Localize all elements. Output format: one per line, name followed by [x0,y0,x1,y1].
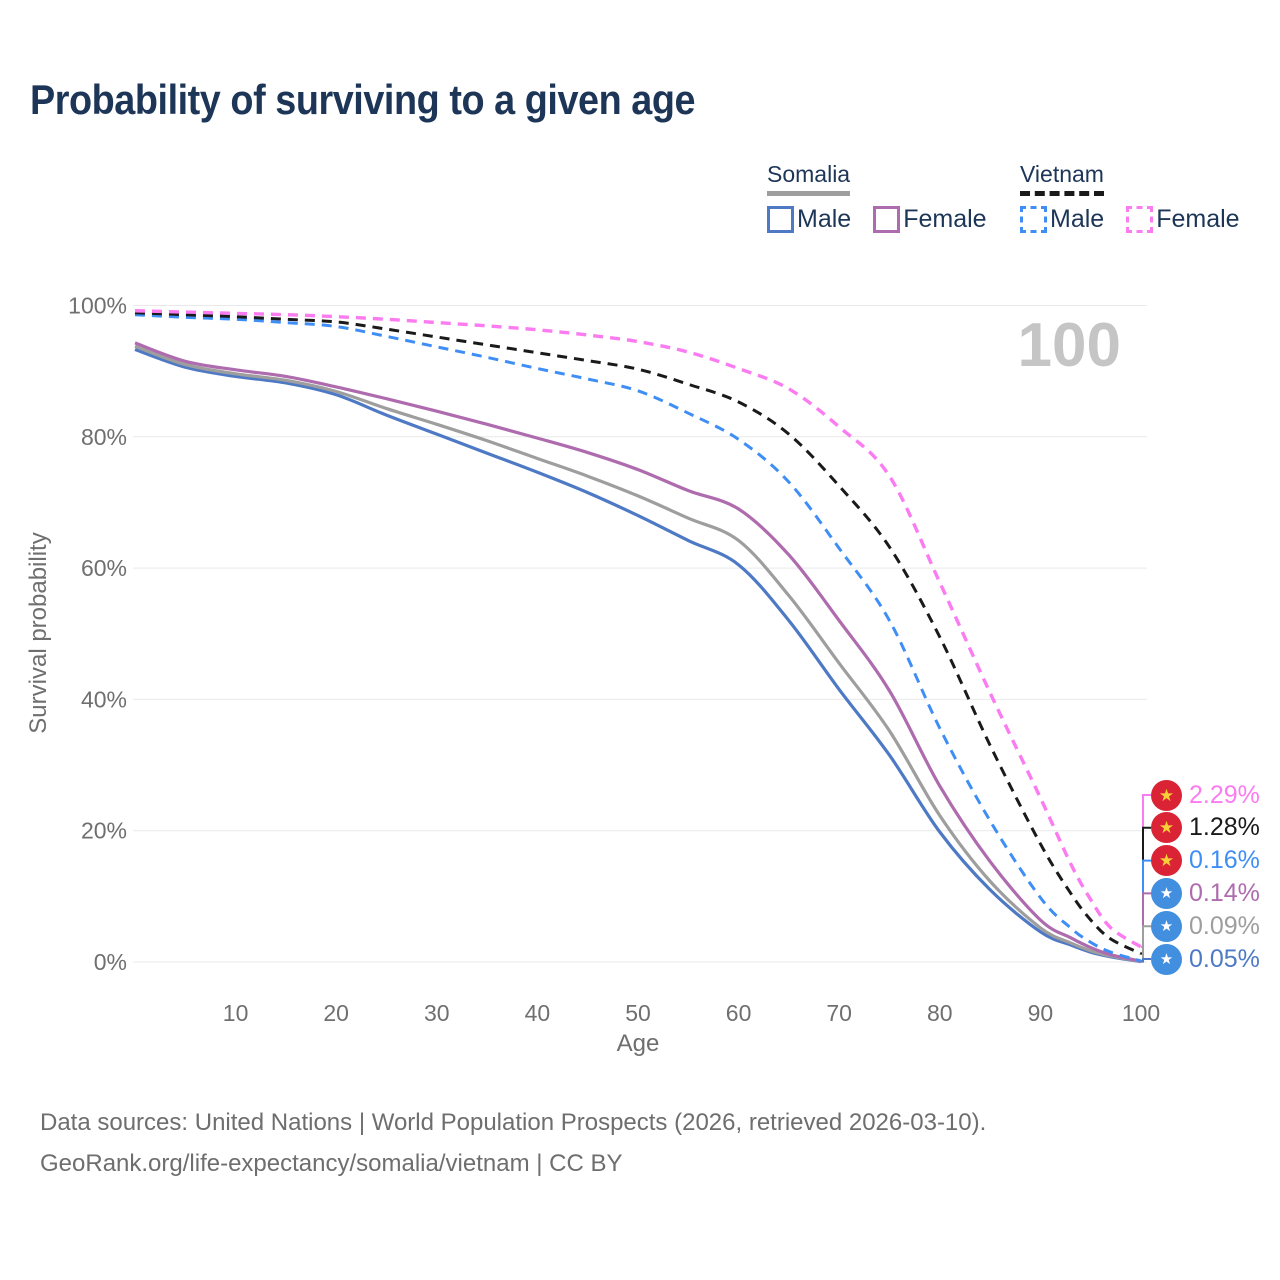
legend-group-vietnam: Vietnam Male Female [1020,161,1240,234]
x-tick-label-80: 80 [927,1000,953,1026]
y-tick-label-80: 80% [81,424,127,450]
end-label-row-vietnam-male: ★ 0.16% [1151,845,1260,877]
legend-country-vietnam[interactable]: Vietnam [1020,161,1104,196]
y-axis-title: Survival probability [25,532,52,733]
legend-item-vietnam-male[interactable]: Male [1020,205,1104,234]
end-label-leader-lines [1141,794,1151,963]
curve-vietnam-male[interactable] [134,313,1142,963]
vietnam-flag-icon: ★ [1151,812,1182,844]
end-label-row-somalia-female: ★ 0.14% [1151,877,1260,909]
end-value-label: 0.14% [1189,878,1260,907]
legend-country-somalia[interactable]: Somalia [767,161,851,196]
end-value-label: 0.05% [1189,944,1260,973]
somalia-female-swatch-icon[interactable] [873,206,901,233]
x-axis-title: Age [617,1030,660,1057]
legend-row-somalia: Male Female [767,205,987,234]
curve-somalia-female[interactable] [134,341,1142,963]
x-tick-label-90: 90 [1028,1000,1054,1026]
vietnam-male-swatch-icon[interactable] [1020,206,1047,233]
legend-item-somalia-male[interactable]: Male [767,205,851,234]
y-tick-label-100: 100% [68,293,127,319]
legend-label-somalia-male: Male [797,205,852,233]
legend-item-vietnam-female[interactable]: Female [1126,205,1240,234]
vietnam-female-swatch-icon[interactable] [1126,206,1154,233]
x-tick-label-50: 50 [625,1000,651,1026]
age-counter-watermark: 100 [1018,311,1121,380]
end-value-label: 0.16% [1189,846,1260,875]
y-tick-label-60: 60% [81,555,127,581]
y-tick-label-40: 40% [81,686,127,712]
legend-item-somalia-female[interactable]: Female [873,205,987,234]
legend-label-vietnam-male: Male [1050,205,1105,233]
star-icon: ★ [1158,818,1175,838]
gridlines [133,305,1147,963]
x-tick-label-10: 10 [223,1000,249,1026]
legend-country-label: Vietnam [1020,161,1104,187]
curve-somalia-male[interactable] [134,347,1142,964]
survival-curves [134,309,1142,964]
somalia-flag-icon: ★ [1151,943,1182,975]
end-label-row-somalia-male: ★ 0.05% [1151,943,1260,975]
curve-vietnam-both[interactable] [134,311,1142,955]
page-title: Probability of surviving to a given age [30,76,696,123]
end-label-row-somalia-both: ★ 0.09% [1151,910,1260,942]
leader-line-somalia-both [1141,925,1151,963]
somalia-flag-icon: ★ [1151,877,1182,909]
y-tick-label-20: 20% [81,818,127,844]
footer: Data sources: United Nations | World Pop… [40,1102,986,1184]
vietnam-flag-icon: ★ [1151,779,1182,811]
axis-ticks: 0% 20% 40% 60% 80% 100% 10 20 30 40 50 60 70 80 90 100 [68,293,1160,1027]
end-label-row-vietnam-both: ★ 1.28% [1151,812,1260,844]
end-value-label: 2.29% [1189,780,1260,809]
end-label-row-vietnam-female: ★ 2.29% [1151,779,1260,811]
star-icon: ★ [1158,785,1175,805]
star-icon: ★ [1159,917,1174,935]
somalia-flag-icon: ★ [1151,910,1182,942]
legend-row-vietnam: Male Female [1020,205,1240,234]
curve-vietnam-female[interactable] [134,309,1142,949]
footer-data-sources: Data sources: United Nations | World Pop… [40,1109,987,1136]
footer-attribution: GeoRank.org/life-expectancy/somalia/viet… [40,1150,623,1177]
end-value-label: 0.09% [1189,911,1260,940]
x-tick-label-40: 40 [525,1000,551,1026]
end-value-label: 1.28% [1189,813,1260,842]
x-tick-label-20: 20 [323,1000,349,1026]
star-icon: ★ [1159,884,1174,902]
star-icon: ★ [1158,851,1175,871]
legend-label-somalia-female: Female [903,205,987,233]
star-icon: ★ [1159,950,1174,968]
curve-somalia-both[interactable] [134,344,1142,963]
legend-group-somalia: Somalia Male Female [767,161,987,234]
legend-label-vietnam-female: Female [1156,205,1240,233]
x-tick-label-70: 70 [826,1000,852,1026]
vietnam-flag-icon: ★ [1151,845,1182,877]
x-tick-label-100: 100 [1122,1000,1160,1026]
legend-country-label: Somalia [767,161,851,187]
y-tick-label-0: 0% [94,949,127,975]
somalia-line-style-swatch [767,191,851,196]
leader-line-somalia-male [1141,958,1151,963]
vietnam-line-style-swatch [1020,191,1104,196]
somalia-male-swatch-icon[interactable] [767,206,794,233]
x-tick-label-30: 30 [424,1000,450,1026]
x-tick-label-60: 60 [726,1000,752,1026]
